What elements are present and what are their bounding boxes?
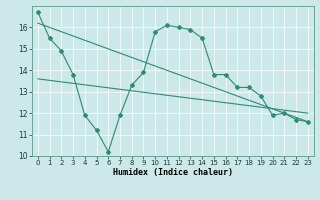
X-axis label: Humidex (Indice chaleur): Humidex (Indice chaleur) xyxy=(113,168,233,177)
